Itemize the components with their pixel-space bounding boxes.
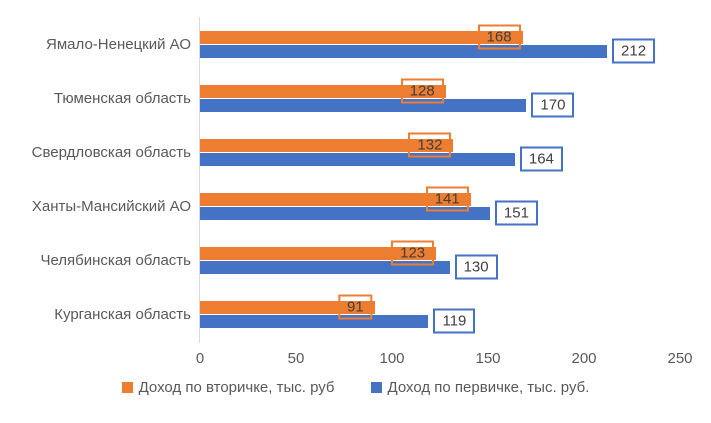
category-label: Челябинская область [40, 251, 191, 269]
x-axis-tick-label: 200 [571, 350, 597, 367]
data-label-secondary-market: 132 [408, 132, 452, 158]
plot-area: Ямало-Ненецкий АО 168 212 Тюменская область… [0, 17, 711, 341]
chart-row: Тюменская область 128 170 [0, 71, 711, 125]
data-label-secondary-market: 128 [400, 78, 444, 104]
x-axis: 0 50 100 150 200 250 [196, 341, 693, 374]
legend-label: Доход по первичке, тыс. руб. [387, 379, 590, 396]
category-label: Ханты-Мансийский АО [31, 197, 191, 215]
data-label-primary-market: 212 [612, 38, 656, 64]
x-axis-tick-label: 0 [195, 350, 205, 367]
bar-secondary-market [200, 246, 437, 260]
legend-label: Доход по вторичке, тыс. руб [138, 379, 335, 396]
chart-row: Свердловская область 132 164 [0, 125, 711, 179]
data-label-secondary-market: 141 [425, 186, 469, 212]
data-label-primary-market: 151 [494, 200, 538, 226]
x-axis-tick-label: 150 [475, 350, 501, 367]
bar-group: 141 151 [200, 186, 680, 226]
y-axis-line [199, 17, 200, 343]
chart-row: Курганская область 91 119 [0, 287, 711, 341]
bar-group: 123 130 [200, 240, 680, 280]
x-axis-tick-label: 250 [667, 350, 693, 367]
category-label: Свердловская область [31, 143, 191, 161]
bar-secondary-market [200, 192, 471, 206]
data-label-primary-market: 164 [519, 146, 563, 172]
bar-group: 168 212 [200, 24, 680, 64]
x-axis-tick-label: 50 [287, 350, 305, 367]
data-label-secondary-market: 168 [477, 24, 521, 50]
bar-secondary-market [200, 84, 446, 98]
bar-primary-market [200, 314, 429, 328]
bar-primary-market [200, 98, 527, 112]
data-label-secondary-market: 91 [338, 294, 373, 320]
bar-primary-market [200, 152, 515, 166]
legend-swatch-icon [121, 382, 133, 393]
legend-item-secondary-market: Доход по вторичке, тыс. руб [121, 379, 335, 396]
bar-group: 128 170 [200, 78, 680, 118]
bar-secondary-market [200, 138, 454, 152]
chart-row: Ямало-Ненецкий АО 168 212 [0, 17, 711, 71]
chart-row: Ханты-Мансийский АО 141 151 [0, 179, 711, 233]
x-axis-tick-label: 100 [379, 350, 405, 367]
bar-primary-market [200, 44, 608, 58]
data-label-secondary-market: 123 [391, 240, 435, 266]
bar-secondary-market [200, 300, 375, 314]
category-label: Курганская область [54, 305, 191, 323]
bar-group: 132 164 [200, 132, 680, 172]
category-label: Ямало-Ненецкий АО [46, 35, 191, 53]
legend-item-primary-market: Доход по первичке, тыс. руб. [370, 379, 590, 396]
bar-secondary-market [200, 30, 523, 44]
legend: Доход по вторичке, тыс. руб Доход по перв… [0, 379, 711, 396]
data-label-primary-market: 119 [433, 308, 476, 334]
legend-swatch-icon [370, 382, 382, 393]
data-label-primary-market: 130 [454, 254, 498, 280]
chart-row: Челябинская область 123 130 [0, 233, 711, 287]
data-label-primary-market: 170 [531, 92, 575, 118]
bar-primary-market [200, 260, 450, 274]
category-label: Тюменская область [53, 89, 191, 107]
bar-primary-market [200, 206, 490, 220]
bar-group: 91 119 [200, 294, 680, 334]
